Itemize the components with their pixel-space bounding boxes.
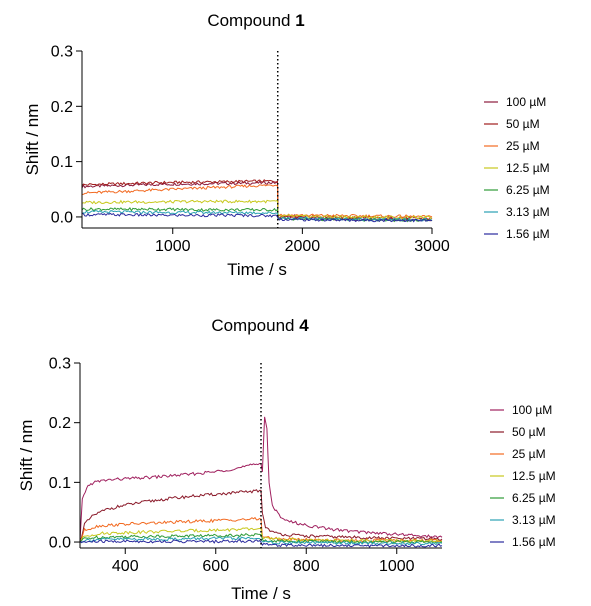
x-tick-label: 1000 bbox=[155, 238, 191, 255]
chart-compound-4: Compound 4 0.0 0.1 0.2 0.3 400 600 800 1000 Tim… bbox=[17, 316, 556, 603]
series-line-1.56 bbox=[79, 539, 443, 548]
ticks: 0.0 0.1 0.2 0.3 1000 2000 3000 bbox=[51, 44, 450, 256]
y-tick-label: 0.2 bbox=[51, 99, 73, 116]
legend-label: 3.13 µM bbox=[506, 205, 550, 219]
series-line-3.13 bbox=[81, 210, 433, 222]
legend-label: 6.25 µM bbox=[506, 183, 550, 197]
chart-title: Compound 4 bbox=[211, 316, 309, 335]
series-line-6.25 bbox=[79, 532, 443, 545]
legend-label: 50 µM bbox=[506, 117, 540, 131]
legend-label: 1.56 µM bbox=[512, 535, 556, 549]
x-tick-label: 3000 bbox=[414, 238, 450, 255]
legend-label: 3.13 µM bbox=[512, 513, 556, 527]
x-tick-label: 1000 bbox=[379, 558, 415, 575]
legend-label: 12.5 µM bbox=[512, 469, 556, 483]
plot-area bbox=[79, 363, 443, 548]
y-tick-label: 0.0 bbox=[51, 209, 73, 226]
y-tick-label: 0.1 bbox=[49, 475, 71, 492]
axes bbox=[79, 363, 442, 549]
ticks: 0.0 0.1 0.2 0.3 400 600 800 1000 bbox=[49, 356, 415, 576]
series-line-12.5 bbox=[81, 199, 433, 220]
legend-label: 12.5 µM bbox=[506, 161, 550, 175]
x-tick-label: 800 bbox=[293, 558, 320, 575]
plot-area bbox=[81, 51, 433, 228]
series-line-25 bbox=[81, 184, 433, 219]
legend-label: 100 µM bbox=[512, 403, 552, 417]
series-line-1.56 bbox=[81, 212, 433, 223]
x-tick-label: 2000 bbox=[285, 238, 321, 255]
y-axis-label: Shift / nm bbox=[17, 420, 36, 492]
y-tick-label: 0.2 bbox=[49, 415, 71, 432]
y-tick-label: 0.3 bbox=[51, 44, 73, 61]
legend-label: 6.25 µM bbox=[512, 491, 556, 505]
axes bbox=[81, 51, 432, 229]
chart-compound-1: Compound 1 0.0 0.1 0.2 0.3 1000 2000 3000 Time… bbox=[23, 11, 550, 279]
legend: 100 µM 50 µM 25 µM 12.5 µM 6.25 µM 3.13 µM 1.5… bbox=[490, 403, 556, 549]
x-tick-label: 400 bbox=[112, 558, 139, 575]
legend: 100 µM 50 µM 25 µM 12.5 µM 6.25 µM 3.13 µM 1.5… bbox=[484, 95, 550, 241]
chart-title: Compound 1 bbox=[207, 11, 304, 30]
legend-label: 1.56 µM bbox=[506, 227, 550, 241]
x-axis-label: Time / s bbox=[231, 584, 291, 603]
y-tick-label: 0.3 bbox=[49, 356, 71, 373]
x-tick-label: 600 bbox=[202, 558, 229, 575]
legend-label: 100 µM bbox=[506, 95, 546, 109]
legend-label: 50 µM bbox=[512, 425, 546, 439]
y-tick-label: 0.1 bbox=[51, 154, 73, 171]
y-tick-label: 0.0 bbox=[49, 535, 71, 552]
legend-label: 25 µM bbox=[512, 447, 546, 461]
y-axis-label: Shift / nm bbox=[23, 104, 42, 176]
series-line-50 bbox=[81, 179, 433, 221]
legend-label: 25 µM bbox=[506, 139, 540, 153]
series-line-50 bbox=[79, 489, 443, 542]
x-axis-label: Time / s bbox=[227, 260, 287, 279]
